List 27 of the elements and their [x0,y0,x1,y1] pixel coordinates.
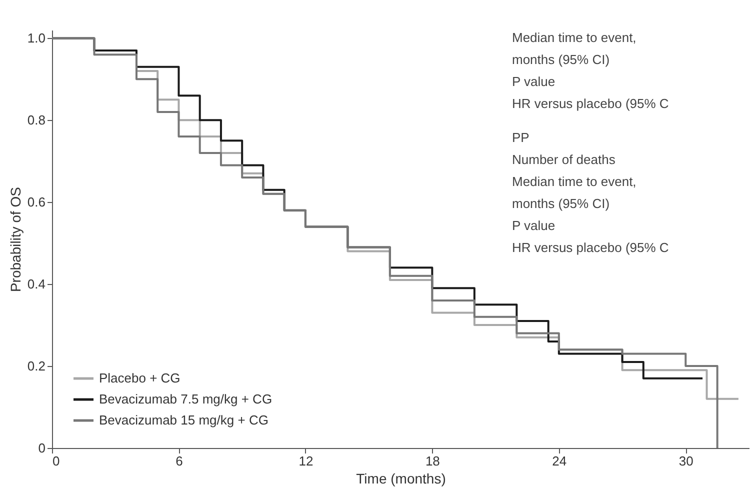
legend-label: Bevacizumab 7.5 mg/kg + CG [99,392,272,406]
y-tick-label: 0.8 [27,112,46,128]
annotation: months (95% CI) [512,52,610,67]
x-tick-label: 0 [52,454,60,468]
y-tick-label: 0.6 [27,194,46,210]
annotation: P value [512,74,556,89]
annotation: PP [512,130,530,145]
y-tick-label: 0.4 [27,276,46,292]
x-tick-label: 18 [425,454,440,468]
annotation: Median time to event, [512,174,636,189]
annotation: Number of deaths [512,152,616,167]
annotation: HR versus placebo (95% C [512,96,669,111]
annotation: P value [512,218,556,233]
y-tick-label: 0 [38,440,46,456]
y-tick-label: 0.2 [27,358,46,374]
legend-label: Placebo + CG [99,370,180,386]
x-axis-title: Time (months) [356,470,446,486]
legend-label: Bevacizumab 15 mg/kg + CG [99,412,268,428]
x-tick-label: 24 [552,454,567,468]
y-axis-title: Probability of OS [7,186,24,292]
y-tick-label: 1.0 [27,30,46,46]
x-tick-label: 12 [298,454,314,468]
x-tick-label: 30 [678,454,694,468]
annotation: months (95% CI) [512,196,610,211]
annotation: HR versus placebo (95% C [512,240,669,255]
annotation: Median time to event, [512,30,636,45]
x-tick-label: 6 [176,454,183,468]
